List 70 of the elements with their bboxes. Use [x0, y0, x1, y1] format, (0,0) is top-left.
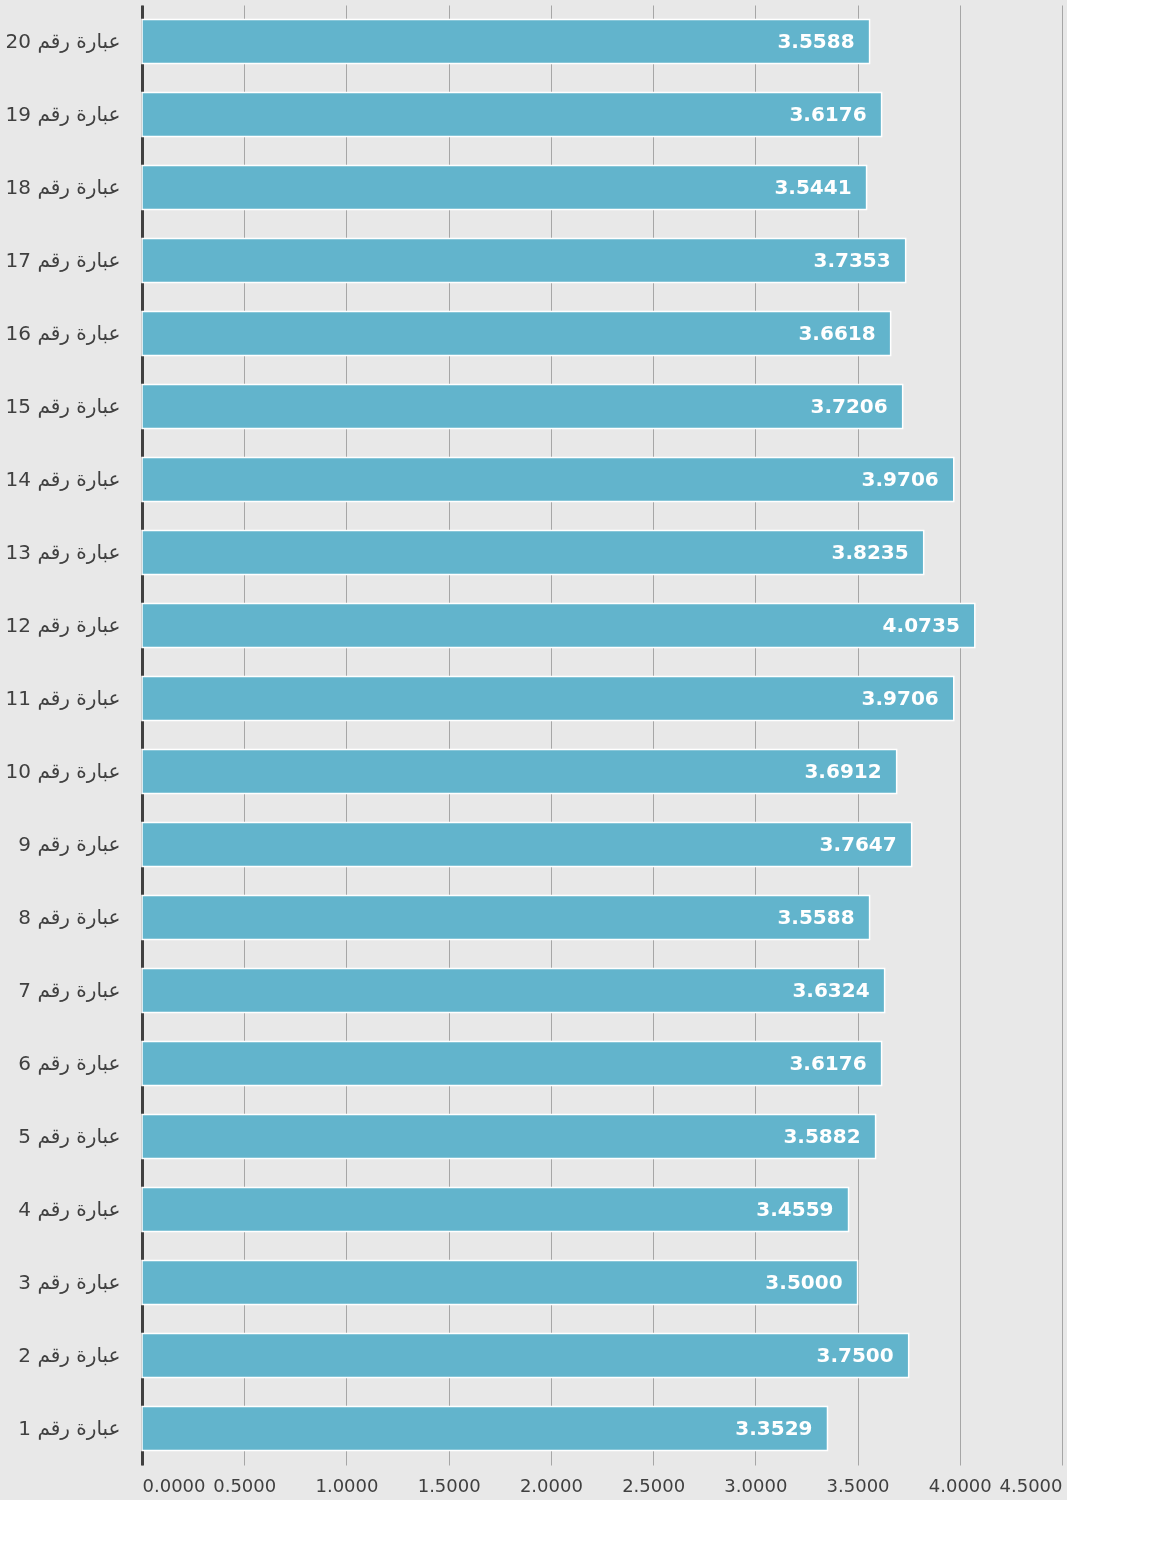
- y-tick-label: عبارة رقم 15: [5, 393, 121, 418]
- x-tick-label: 3.0000: [724, 1474, 788, 1496]
- y-tick-label: عبارة رقم 18: [5, 174, 121, 199]
- data-label: 4.0735: [882, 612, 960, 637]
- y-tick-label: عبارة رقم 10: [5, 758, 121, 783]
- data-label: 3.7647: [819, 831, 897, 856]
- x-tick-label: 4.0000: [928, 1474, 992, 1496]
- y-tick-label: عبارة رقم 9: [18, 831, 121, 856]
- bar: [141, 383, 904, 430]
- data-label: 3.6176: [789, 101, 867, 126]
- bar: [141, 1186, 850, 1233]
- y-tick-label: عبارة رقم 11: [5, 685, 121, 710]
- bar: [141, 1405, 829, 1452]
- y-tick-label: عبارة رقم 19: [5, 101, 121, 126]
- bar: [141, 310, 892, 357]
- x-tick-label: 0.0000: [142, 1474, 206, 1496]
- data-label: 3.6618: [798, 320, 876, 345]
- bar: [141, 821, 913, 868]
- bar: [141, 967, 886, 1014]
- bar: [141, 1040, 883, 1087]
- y-tick-label: عبارة رقم 13: [5, 539, 121, 564]
- x-tick-label: 0.5000: [213, 1474, 277, 1496]
- bar: [141, 164, 868, 211]
- y-tick-label: عبارة رقم 7: [18, 977, 121, 1002]
- bar: [141, 602, 976, 649]
- y-tick-label: عبارة رقم 14: [5, 466, 121, 491]
- bar: [141, 1259, 859, 1306]
- data-label: 3.4559: [756, 1196, 834, 1221]
- data-label: 3.9706: [861, 685, 939, 710]
- data-label: 3.8235: [831, 539, 909, 564]
- bar: [141, 456, 955, 503]
- y-tick-label: عبارة رقم 4: [18, 1196, 121, 1221]
- x-tick-label: 1.0000: [315, 1474, 379, 1496]
- y-tick-label: عبارة رقم 5: [18, 1123, 121, 1148]
- y-tick-label: عبارة رقم 3: [18, 1269, 121, 1294]
- y-tick-label: عبارة رقم 2: [18, 1342, 121, 1367]
- x-tick-label: 3.5000: [826, 1474, 890, 1496]
- x-tick-label: 1.5000: [417, 1474, 481, 1496]
- data-label: 3.5588: [777, 904, 855, 929]
- data-label: 3.3529: [735, 1415, 813, 1440]
- bar: [141, 1332, 910, 1379]
- bar: [141, 91, 883, 138]
- y-tick-label: عبارة رقم 16: [5, 320, 121, 345]
- y-tick-label: عبارة رقم 1: [18, 1415, 121, 1440]
- bar: [141, 675, 955, 722]
- x-tick-label: 2.0000: [519, 1474, 583, 1496]
- y-tick-label: عبارة رقم 17: [5, 247, 121, 272]
- bar: [141, 529, 925, 576]
- data-label: 3.6324: [792, 977, 870, 1002]
- data-label: 3.7206: [810, 393, 888, 418]
- data-label: 3.7353: [813, 247, 891, 272]
- bar: [141, 894, 871, 941]
- bar: [141, 237, 907, 284]
- y-tick-label: عبارة رقم 12: [5, 612, 121, 637]
- x-tick-label: 2.5000: [622, 1474, 686, 1496]
- data-label: 3.5441: [774, 174, 852, 199]
- y-tick-label: عبارة رقم 20: [5, 28, 121, 53]
- bar: [141, 1113, 877, 1160]
- bar: [141, 18, 871, 65]
- bar: [141, 748, 898, 795]
- data-label: 3.9706: [861, 466, 939, 491]
- data-label: 3.5000: [765, 1269, 843, 1294]
- y-tick-label: عبارة رقم 6: [18, 1050, 121, 1075]
- data-label: 3.6912: [804, 758, 882, 783]
- data-label: 3.5588: [777, 28, 855, 53]
- y-tick-label: عبارة رقم 8: [18, 904, 121, 929]
- data-label: 3.6176: [789, 1050, 867, 1075]
- x-tick-label: 4.5000: [999, 1474, 1063, 1496]
- data-label: 3.5882: [783, 1123, 861, 1148]
- data-label: 3.7500: [816, 1342, 894, 1367]
